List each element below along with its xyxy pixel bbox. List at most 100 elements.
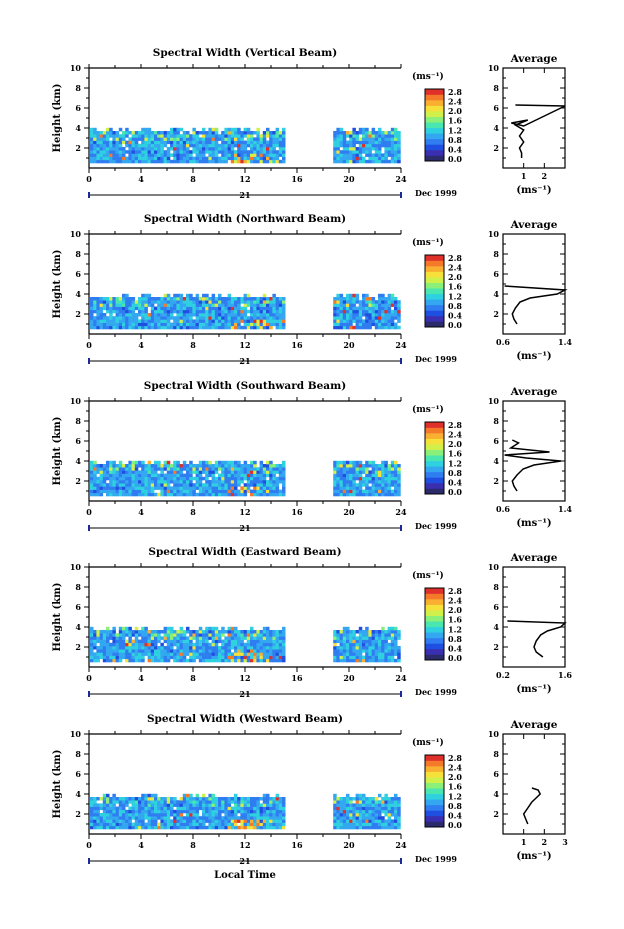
x-tick-label: 20 bbox=[343, 507, 355, 517]
heatmap-cell bbox=[346, 642, 350, 647]
heatmap-cell bbox=[106, 309, 110, 314]
heatmap-cell bbox=[160, 809, 164, 814]
heatmap-cell bbox=[189, 313, 193, 317]
heatmap-cell bbox=[122, 300, 126, 304]
heatmap-cell bbox=[272, 803, 276, 807]
colorbar-swatch bbox=[425, 654, 444, 661]
heatmap-cell bbox=[96, 300, 100, 304]
heatmap-cell bbox=[205, 646, 209, 650]
heatmap-cell bbox=[352, 131, 356, 135]
heatmap-cell bbox=[134, 300, 139, 304]
heatmap-cell bbox=[170, 800, 174, 804]
heatmap-cell bbox=[237, 639, 241, 644]
heatmap-cell bbox=[166, 303, 171, 307]
heatmap-cell bbox=[266, 630, 270, 634]
heatmap-cell bbox=[160, 464, 164, 468]
colorbar-swatch bbox=[425, 621, 444, 628]
heatmap-cell bbox=[278, 800, 283, 804]
heatmap-cell bbox=[266, 473, 270, 478]
heatmap-cell bbox=[221, 316, 225, 320]
heatmap-cell bbox=[378, 300, 382, 304]
heatmap-cell bbox=[154, 150, 158, 154]
heatmap-cell bbox=[214, 642, 219, 647]
heatmap-cell bbox=[394, 127, 398, 132]
heatmap-cell bbox=[390, 473, 395, 478]
average-y-tick-label: 8 bbox=[493, 83, 499, 93]
heatmap-cell bbox=[256, 655, 260, 660]
heatmap-cell bbox=[134, 658, 139, 663]
heatmap-cell bbox=[176, 813, 180, 817]
heatmap-cell bbox=[272, 306, 276, 311]
heatmap-cell bbox=[186, 300, 190, 304]
heatmap-cell bbox=[147, 460, 152, 465]
heatmap-cell bbox=[125, 309, 129, 314]
heatmap-cell bbox=[358, 822, 363, 827]
heatmap-cell bbox=[90, 816, 94, 820]
heatmap-cell bbox=[160, 300, 164, 304]
heatmap-cell bbox=[342, 655, 347, 660]
heatmap-cell bbox=[333, 137, 337, 141]
heatmap-cell bbox=[154, 806, 158, 811]
heatmap-cell bbox=[394, 630, 398, 634]
heatmap-cell bbox=[90, 636, 94, 640]
heatmap-cell bbox=[333, 147, 337, 151]
heatmap-cell bbox=[224, 156, 228, 161]
heatmap-cell bbox=[384, 649, 388, 653]
heatmap-cell bbox=[99, 473, 104, 478]
heatmap-cell bbox=[339, 480, 344, 484]
heatmap-cell bbox=[106, 658, 110, 663]
heatmap-cell bbox=[150, 134, 155, 138]
heatmap-cell bbox=[365, 813, 369, 817]
heatmap-cell bbox=[160, 313, 164, 317]
colorbar-swatch bbox=[425, 760, 444, 767]
heatmap-cell bbox=[99, 322, 104, 327]
heatmap-cell bbox=[397, 825, 401, 830]
colorbar-unit: (ms⁻¹) bbox=[412, 237, 444, 248]
heatmap-cell bbox=[138, 131, 142, 135]
heatmap-cell bbox=[214, 813, 219, 817]
heatmap-cell bbox=[256, 636, 260, 640]
heatmap-cell bbox=[237, 470, 241, 474]
heatmap-cell bbox=[186, 467, 190, 471]
heatmap-cell bbox=[368, 300, 372, 304]
heatmap-cell bbox=[147, 476, 152, 481]
heatmap-cell bbox=[138, 137, 142, 141]
heatmap-cell bbox=[221, 825, 225, 830]
heatmap-cell bbox=[96, 156, 100, 161]
heatmap-cell bbox=[195, 483, 200, 487]
heatmap-cell bbox=[214, 464, 219, 468]
heatmap-cell bbox=[378, 150, 382, 154]
heatmap-cell bbox=[96, 140, 100, 145]
heatmap-cell bbox=[125, 303, 129, 307]
heatmap-cell bbox=[118, 309, 123, 314]
heatmap-cell bbox=[202, 313, 206, 317]
heatmap-cell bbox=[128, 460, 132, 465]
heatmap-cell bbox=[186, 470, 190, 474]
heatmap-cell bbox=[154, 143, 158, 148]
heatmap-cell bbox=[173, 819, 177, 823]
heatmap-cell bbox=[352, 319, 356, 323]
heatmap-cell bbox=[394, 652, 398, 656]
heatmap-cell bbox=[218, 150, 222, 154]
heatmap-cell bbox=[250, 325, 254, 330]
heatmap-cell bbox=[237, 313, 241, 317]
heatmap-cell bbox=[240, 147, 244, 151]
heatmap-cell bbox=[198, 147, 203, 151]
heatmap-cell bbox=[211, 473, 216, 478]
heatmap-cell bbox=[358, 309, 363, 314]
heatmap-cell bbox=[144, 150, 148, 154]
heatmap-cell bbox=[272, 633, 276, 637]
colorbar-swatch bbox=[425, 455, 444, 462]
heatmap-cell bbox=[131, 319, 136, 323]
heatmap-cell bbox=[266, 127, 270, 132]
heatmap-cell bbox=[198, 150, 203, 154]
heatmap-cell bbox=[170, 649, 174, 653]
heatmap-cell bbox=[214, 319, 219, 323]
heatmap-cell bbox=[243, 470, 248, 474]
heatmap-cell bbox=[189, 319, 193, 323]
heatmap-cell bbox=[163, 483, 168, 487]
heatmap-cell bbox=[371, 460, 376, 465]
heatmap-cell bbox=[342, 147, 347, 151]
heatmap-cell bbox=[102, 303, 107, 307]
heatmap-cell bbox=[234, 816, 238, 820]
